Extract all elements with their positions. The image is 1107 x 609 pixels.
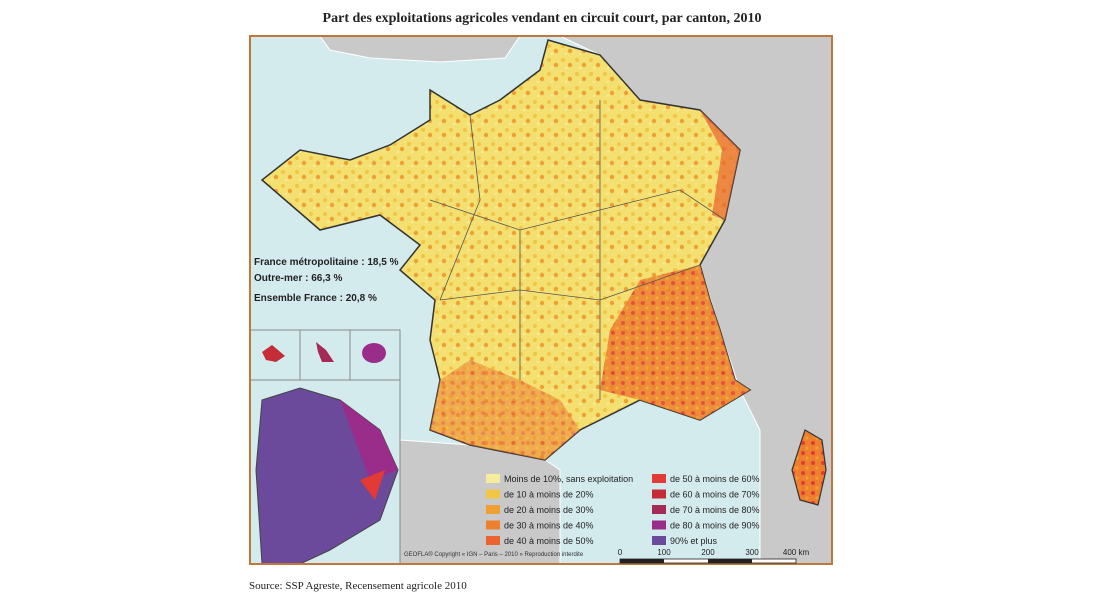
guadeloupe [262, 345, 285, 362]
corsica [791, 429, 827, 506]
stat-ensemble: Ensemble France : 20,8 % [254, 293, 377, 304]
legend-label: de 30 à moins de 40% [504, 521, 594, 531]
legend-swatch [486, 536, 500, 545]
legend-swatch [652, 474, 666, 483]
region-borders [429, 100, 726, 400]
scale-segment [708, 559, 752, 563]
south-east-hotspot [600, 265, 750, 420]
alsace-hotspot [700, 110, 740, 220]
legend-label: de 70 à moins de 80% [670, 505, 760, 515]
south-west-hotspot [430, 360, 580, 460]
guyane-coast [340, 400, 398, 480]
scale-label: 200 [701, 548, 715, 557]
legend-swatch [486, 520, 500, 530]
scale-bar: 0 100 200 300 400 km [618, 548, 810, 564]
legend-label: de 10 à moins de 20% [504, 490, 594, 500]
reunion [362, 343, 386, 363]
legend-swatch [486, 505, 500, 514]
legend-label: de 60 à moins de 70% [670, 490, 760, 500]
uk [319, 36, 521, 63]
scale-label: 300 [745, 548, 759, 557]
legend-label: de 50 à moins de 60% [670, 474, 760, 484]
legend-swatch [486, 474, 500, 483]
scale-label: 0 [618, 548, 623, 557]
legend-label: de 20 à moins de 30% [504, 505, 594, 515]
map-title: Part des exploitations agricoles vendant… [323, 11, 762, 26]
credits: GEOFLA® Copyright « IGN – Paris – 2010 »… [404, 551, 584, 558]
legend-swatch [652, 505, 666, 514]
martinique [316, 342, 334, 362]
map [250, 36, 832, 564]
scale-segment [620, 559, 664, 563]
legend-swatch [486, 489, 500, 499]
legend-label: de 40 à moins de 50% [504, 536, 594, 546]
scale-label: 400 km [783, 548, 810, 557]
legend-swatch [652, 489, 666, 499]
legend-swatch [652, 536, 666, 545]
stat-outremer: Outre-mer : 66,3 % [254, 273, 342, 284]
scale-label: 100 [657, 548, 671, 557]
source: Source: SSP Agreste, Recensement agricol… [249, 580, 467, 592]
legend-label: 90% et plus [670, 536, 718, 546]
stats: France métropolitaine : 18,5 % Outre-mer… [254, 257, 399, 304]
legend-label: de 80 à moins de 90% [670, 521, 760, 531]
legend: Moins de 10%, sans exploitation de 10 à m… [486, 474, 760, 546]
stat-metro: France métropolitaine : 18,5 % [254, 257, 399, 268]
guyane-hotspot [360, 470, 385, 500]
map-frame [249, 35, 833, 565]
legend-swatch [652, 520, 666, 530]
legend-label: Moins de 10%, sans exploitation [504, 474, 633, 484]
